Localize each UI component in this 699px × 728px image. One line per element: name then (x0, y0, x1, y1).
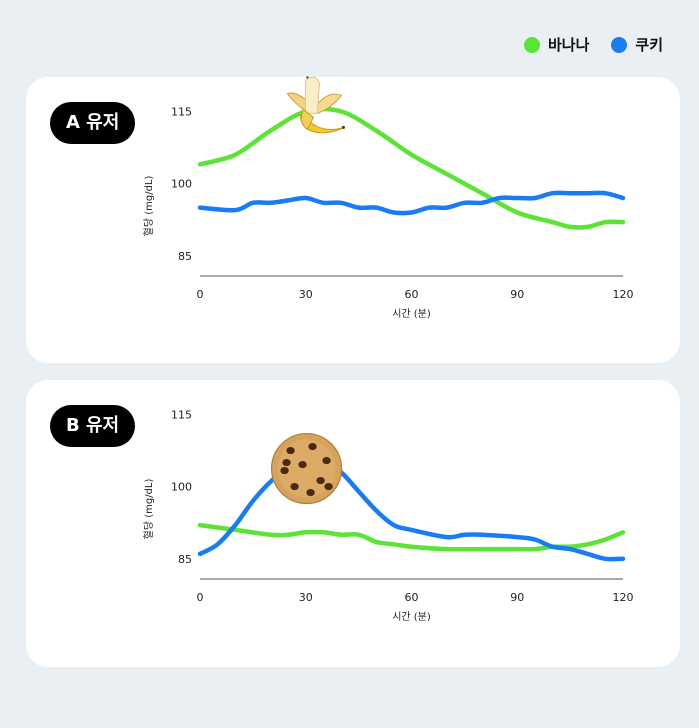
legend-dot-cookie (611, 36, 628, 53)
y-tick-label: 115 (171, 105, 192, 118)
y-axis-label: 혈당 (mg/dL) (142, 176, 155, 237)
legend-dot-banana (523, 36, 540, 53)
y-tick-label: 100 (171, 178, 192, 191)
user-b-title: B 유저 (50, 405, 136, 447)
chart-user-a: 85 100 115 0 30 60 90 120 시간 (분) 혈당 (mg/dL) (142, 76, 634, 320)
legend-item-banana: 바나나 (523, 34, 590, 55)
x-tick-label: 30 (299, 591, 313, 604)
food-marker (286, 76, 345, 134)
legend-label-cookie: 쿠키 (635, 36, 663, 54)
y-axis-label: 혈당 (mg/dL) (142, 479, 155, 540)
legend-label-banana: 바나나 (547, 36, 590, 54)
banana-icon (286, 76, 345, 134)
x-tick-label: 0 (197, 591, 204, 604)
y-tick-label: 100 (171, 481, 192, 494)
chart-user-b: 85 100 115 0 30 60 90 120 시간 (분) 혈당 (mg/dL) (142, 408, 634, 623)
cookie-icon (270, 432, 343, 505)
x-tick-label: 0 (197, 288, 204, 301)
series-line (197, 459, 626, 562)
x-axis-label: 시간 (분) (392, 611, 431, 623)
legend-item-cookie: 쿠키 (611, 34, 663, 55)
y-tick-label: 115 (171, 408, 192, 421)
food-marker (270, 432, 343, 505)
chart-panel-user-a: A 유저 85 100 115 0 30 60 90 120 시간 (분) 혈당 (mg/dL) (26, 76, 680, 363)
series-line (197, 190, 626, 216)
series-line (197, 106, 626, 230)
x-tick-label: 90 (510, 288, 524, 301)
x-axis-label: 시간 (분) (392, 308, 431, 320)
x-tick-label: 30 (299, 288, 313, 301)
x-tick-label: 60 (405, 591, 419, 604)
x-tick-label: 120 (613, 591, 634, 604)
y-tick-label: 85 (178, 250, 192, 263)
x-tick-label: 60 (405, 288, 419, 301)
user-a-title: A 유저 (50, 102, 136, 144)
legend: 바나나 쿠키 (523, 34, 663, 55)
y-tick-label: 85 (178, 553, 192, 566)
chart-panel-user-b: B 유저 85 100 115 0 30 60 90 120 시간 (분) 혈당 (mg/dL) (26, 380, 680, 667)
x-tick-label: 90 (510, 591, 524, 604)
x-tick-label: 120 (613, 288, 634, 301)
